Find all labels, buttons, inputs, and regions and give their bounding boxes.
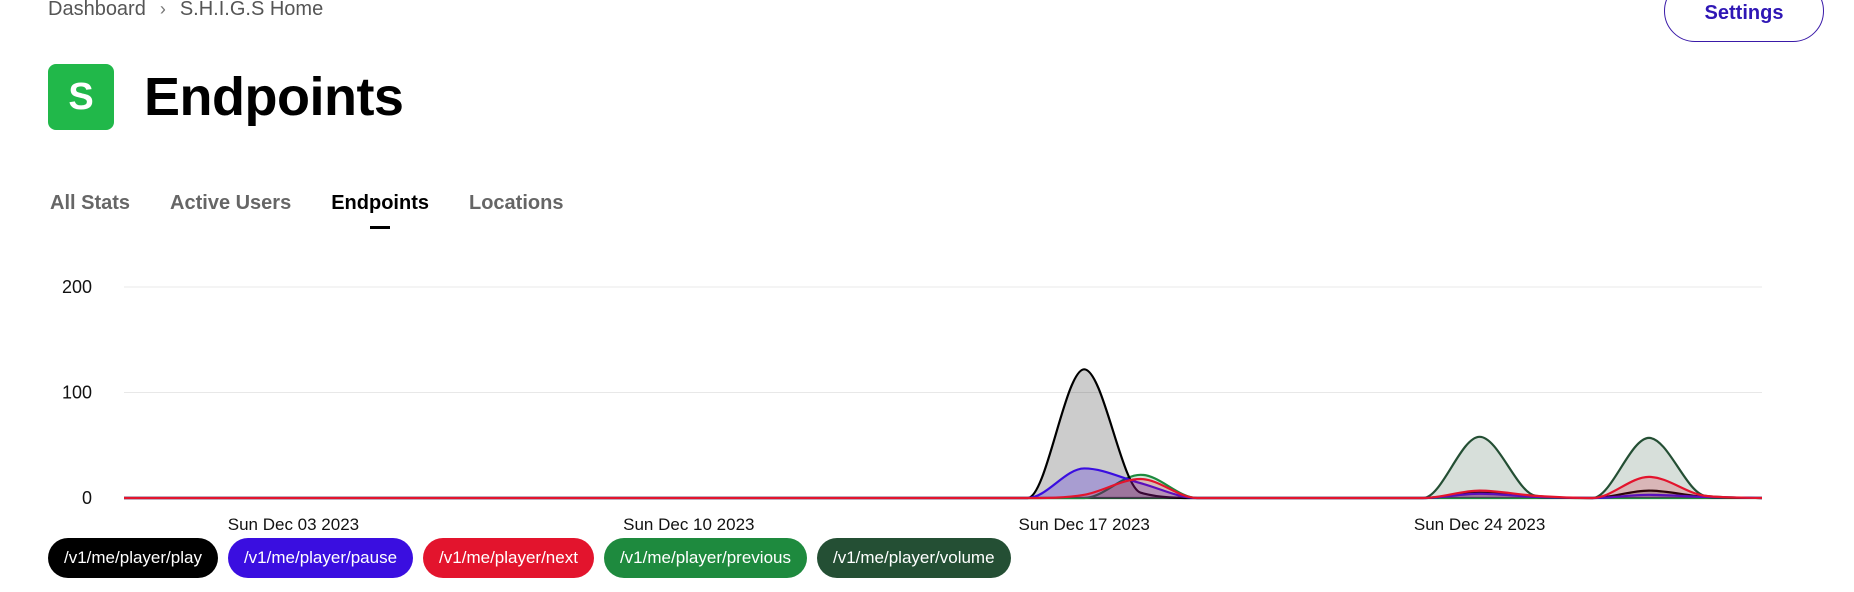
x-tick-label: Sun Dec 24 2023 <box>1414 515 1545 534</box>
page-title: Endpoints <box>144 67 404 127</box>
tab-active-users[interactable]: Active Users <box>170 192 292 214</box>
chart-series <box>124 368 1763 500</box>
chart-gridlines <box>124 286 1762 499</box>
page-header: S Endpoints <box>48 64 404 130</box>
x-tick-label: Sun Dec 10 2023 <box>623 515 754 534</box>
legend-chip-pause[interactable]: /v1/me/player/pause <box>227 538 414 578</box>
avatar: S <box>48 64 114 130</box>
x-tick-label: Sun Dec 17 2023 <box>1019 515 1150 534</box>
legend-chip-volume[interactable]: /v1/me/player/volume <box>816 538 1011 578</box>
y-tick-label: 200 <box>62 277 92 297</box>
tab-bar: All Stats Active Users Endpoints Locatio… <box>50 192 563 215</box>
breadcrumb: Dashboard › S.H.I.G.S Home <box>48 0 323 21</box>
y-tick-label: 100 <box>62 383 92 403</box>
breadcrumb-dashboard-link[interactable]: Dashboard <box>48 0 146 20</box>
settings-button[interactable]: Settings <box>1664 0 1824 42</box>
tab-endpoints[interactable]: Endpoints <box>331 192 429 214</box>
legend-chip-play[interactable]: /v1/me/player/play <box>48 538 218 578</box>
tab-all-stats[interactable]: All Stats <box>50 192 131 214</box>
legend-chip-next[interactable]: /v1/me/player/next <box>423 538 594 578</box>
legend-chip-previous[interactable]: /v1/me/player/previous <box>603 538 807 578</box>
chart-axes: 0 100 200 Sun Dec 03 2023 Sun Dec 10 2023 Sun… <box>62 277 1545 534</box>
series-line-next[interactable] <box>124 475 1763 500</box>
tab-locations[interactable]: Locations <box>468 192 564 214</box>
x-tick-label: Sun Dec 03 2023 <box>228 515 359 534</box>
breadcrumb-current[interactable]: S.H.I.G.S Home <box>179 0 324 20</box>
series-area-volume <box>124 436 1762 498</box>
y-tick-label: 0 <box>82 488 92 508</box>
chart-legend: /v1/me/player/play/v1/me/player/pause/v1… <box>48 538 1011 578</box>
breadcrumb-separator: › <box>159 0 166 19</box>
